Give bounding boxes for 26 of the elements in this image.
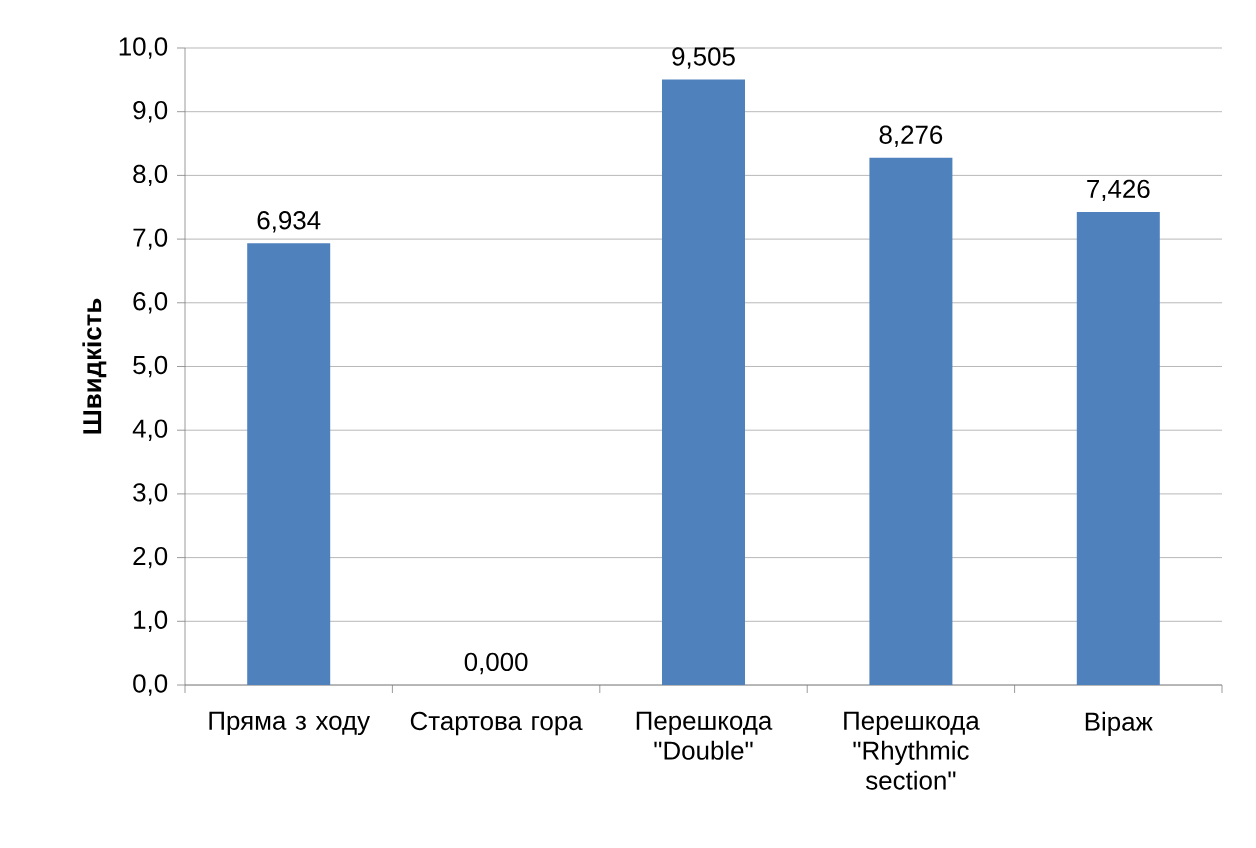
data-label: 9,505 (672, 47, 735, 69)
x-tick-label: Перешкода "Double" (636, 711, 773, 760)
data-label: 8,276 (879, 125, 943, 147)
bar (1076, 211, 1160, 685)
y-tick-label: 9,0 (133, 100, 168, 123)
y-tick-label: 5,0 (133, 355, 168, 378)
data-label: 7,426 (1087, 179, 1150, 202)
y-tick-label: 0,0 (133, 674, 168, 696)
x-tick-label: Перешкода "Rhythmic section" (844, 711, 980, 790)
data-label: 6,934 (257, 211, 321, 233)
y-tick-label: 6,0 (133, 292, 168, 314)
y-axis-title: Швидкість (82, 298, 107, 434)
y-tick-label: 3,0 (133, 483, 168, 505)
y-tick-label: 4,0 (132, 419, 168, 441)
y-tick-label: 2,0 (133, 546, 168, 569)
y-tick-label: 8,0 (133, 164, 168, 187)
bar (662, 79, 745, 685)
y-tick-label: 7,0 (133, 228, 168, 250)
x-tick-label: Стартова гора (410, 711, 583, 736)
x-tick-label: Віраж (1085, 711, 1153, 736)
data-label: 0,000 (464, 652, 528, 675)
y-tick-label: 10,0 (119, 37, 168, 59)
x-tick-label: Пряма з ходу (209, 711, 371, 736)
bar (869, 157, 953, 685)
bar (247, 243, 331, 685)
y-tick-label: 1,0 (134, 610, 168, 632)
